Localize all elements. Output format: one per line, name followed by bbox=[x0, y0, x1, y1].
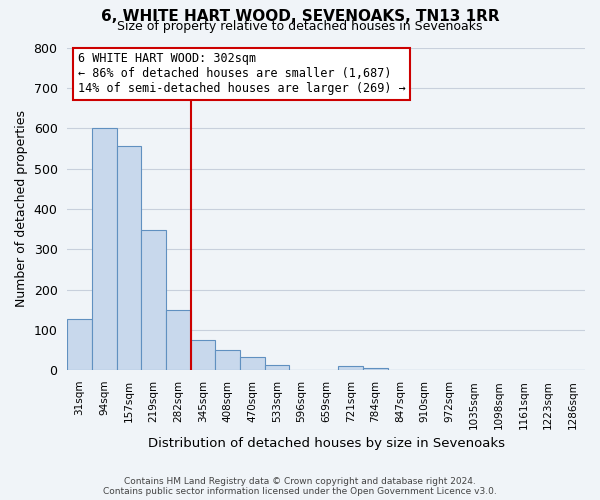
Text: Size of property relative to detached houses in Sevenoaks: Size of property relative to detached ho… bbox=[117, 20, 483, 33]
Bar bbox=[141, 230, 166, 370]
Bar bbox=[92, 128, 116, 370]
X-axis label: Distribution of detached houses by size in Sevenoaks: Distribution of detached houses by size … bbox=[148, 437, 505, 450]
Bar bbox=[116, 146, 141, 370]
Y-axis label: Number of detached properties: Number of detached properties bbox=[15, 110, 28, 308]
Bar bbox=[67, 318, 92, 370]
Text: 6, WHITE HART WOOD, SEVENOAKS, TN13 1RR: 6, WHITE HART WOOD, SEVENOAKS, TN13 1RR bbox=[101, 9, 499, 24]
Bar bbox=[191, 340, 215, 370]
Bar bbox=[240, 358, 265, 370]
Bar bbox=[363, 368, 388, 370]
Text: 6 WHITE HART WOOD: 302sqm
← 86% of detached houses are smaller (1,687)
14% of se: 6 WHITE HART WOOD: 302sqm ← 86% of detac… bbox=[77, 52, 406, 96]
Text: Contains HM Land Registry data © Crown copyright and database right 2024.
Contai: Contains HM Land Registry data © Crown c… bbox=[103, 476, 497, 496]
Bar bbox=[215, 350, 240, 370]
Bar bbox=[338, 366, 363, 370]
Bar bbox=[265, 366, 289, 370]
Bar bbox=[166, 310, 191, 370]
